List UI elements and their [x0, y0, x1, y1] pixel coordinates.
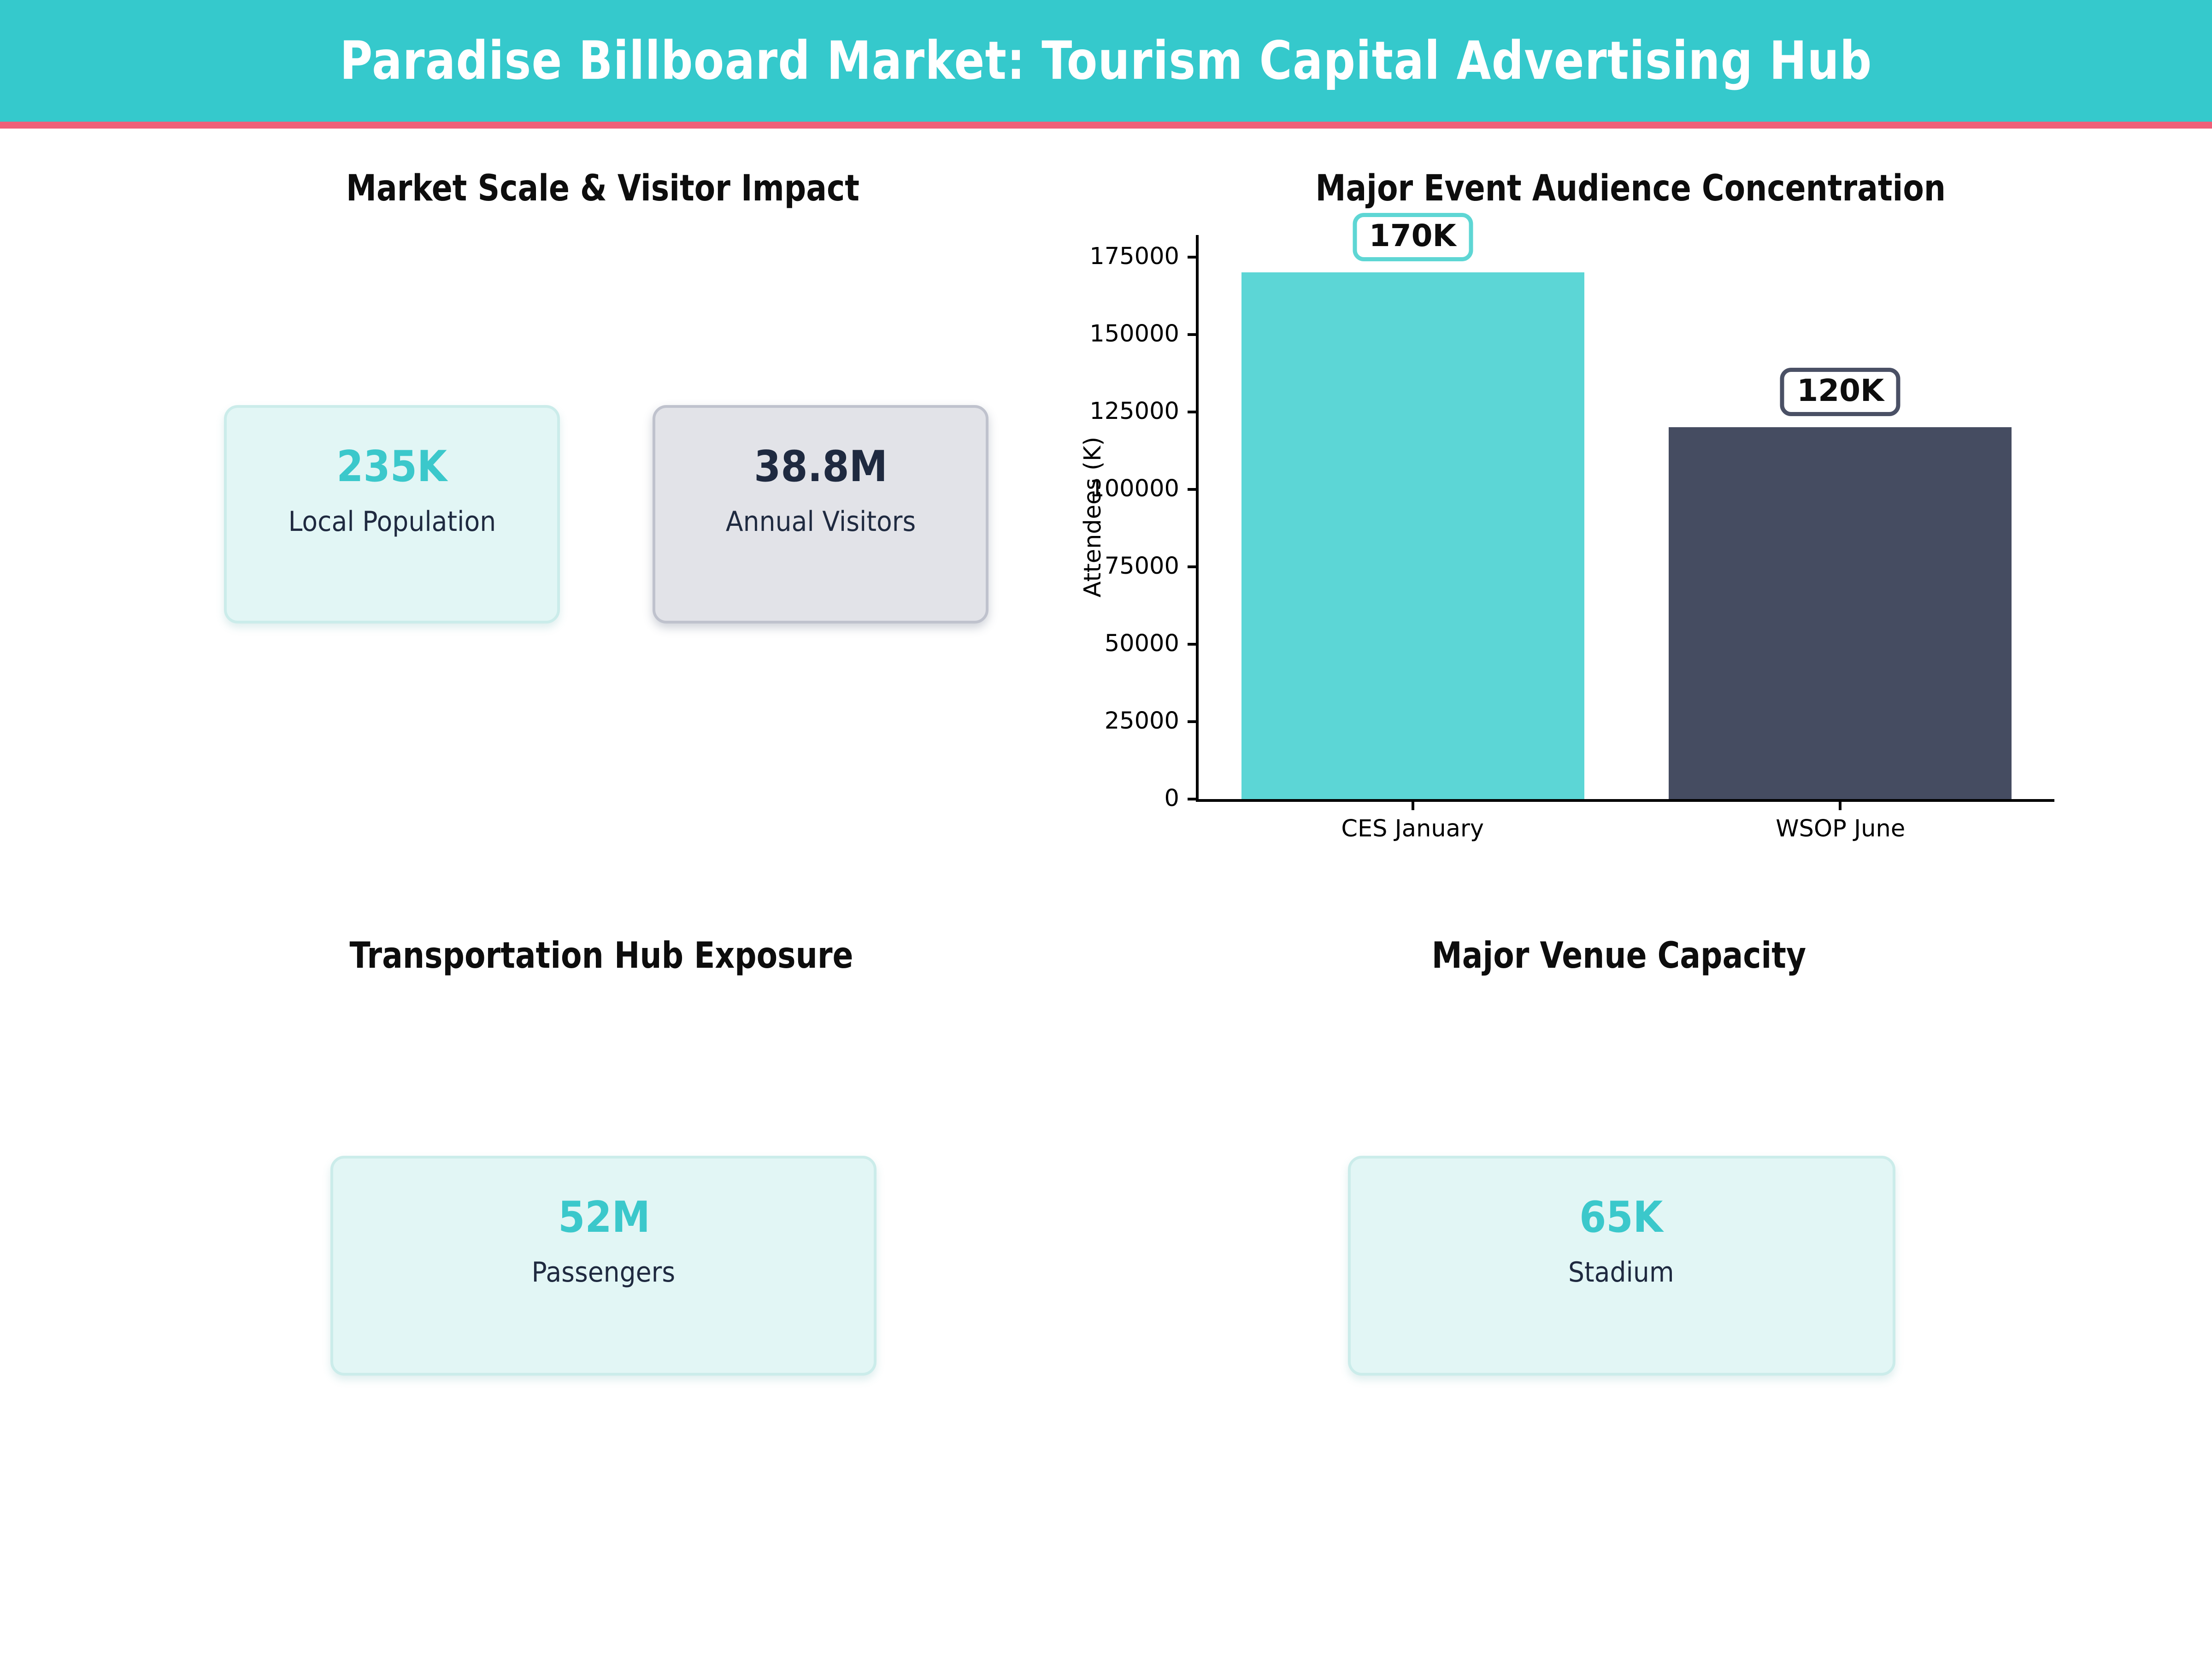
x-tick-label: WSOP June [1776, 816, 1906, 843]
y-tick-mark [1188, 410, 1196, 413]
y-tick-label: 75000 [1104, 553, 1179, 581]
y-tick-label: 25000 [1104, 707, 1179, 735]
y-tick-mark [1188, 720, 1196, 723]
stat-value: 65K [1580, 1193, 1664, 1243]
y-tick-mark [1188, 798, 1196, 800]
stat-card-annual-visitors: 38.8M Annual Visitors [653, 405, 988, 624]
y-tick-label: 100000 [1089, 475, 1179, 503]
y-tick-mark [1188, 333, 1196, 336]
y-tick-label: 150000 [1089, 320, 1179, 348]
stat-label: Stadium [1569, 1255, 1675, 1288]
y-tick-label: 125000 [1089, 398, 1179, 426]
y-tick-label: 0 [1164, 785, 1179, 813]
bar-1 [1241, 272, 1584, 799]
bar-chart-plot: Attendees (K) 0 25000 50000 75000 100000 1250… [1080, 212, 2054, 843]
stat-label: Passengers [531, 1255, 676, 1288]
stat-card-local-population: 235K Local Population [224, 405, 560, 624]
section-title-transportation: Transportation Hub Exposure [349, 936, 853, 977]
y-tick-mark [1188, 642, 1196, 646]
y-tick-mark [1188, 255, 1196, 259]
stat-label: Local Population [288, 505, 496, 538]
section-title-venue-capacity: Major Venue Capacity [1431, 936, 1806, 977]
stat-value: 38.8M [753, 442, 888, 492]
section-title-market-scale: Market Scale & Visitor Impact [346, 169, 859, 210]
stat-value: 52M [557, 1193, 650, 1243]
page-title: Paradise Billboard Market: Tourism Capit… [340, 30, 1872, 91]
y-tick-label: 175000 [1089, 243, 1179, 271]
x-tick-mark [1839, 802, 1842, 810]
stat-card-stadium: 65K Stadium [1348, 1156, 1895, 1376]
section-title-event-audience: Major Event Audience Concentration [1315, 169, 1946, 210]
stat-label: Annual Visitors [725, 505, 916, 538]
x-tick-mark [1411, 802, 1414, 810]
bar-2 [1669, 427, 2012, 799]
bar-value-badge: 170K [1352, 212, 1473, 261]
y-tick-label: 50000 [1104, 630, 1179, 658]
header: Paradise Billboard Market: Tourism Capit… [0, 0, 2212, 129]
bar-value-badge: 120K [1780, 368, 1901, 416]
y-tick-mark [1188, 565, 1196, 568]
stat-value: 235K [336, 442, 447, 492]
x-tick-label: CES January [1341, 816, 1484, 843]
stat-card-passengers: 52M Passengers [330, 1156, 877, 1376]
y-tick-mark [1188, 488, 1196, 491]
